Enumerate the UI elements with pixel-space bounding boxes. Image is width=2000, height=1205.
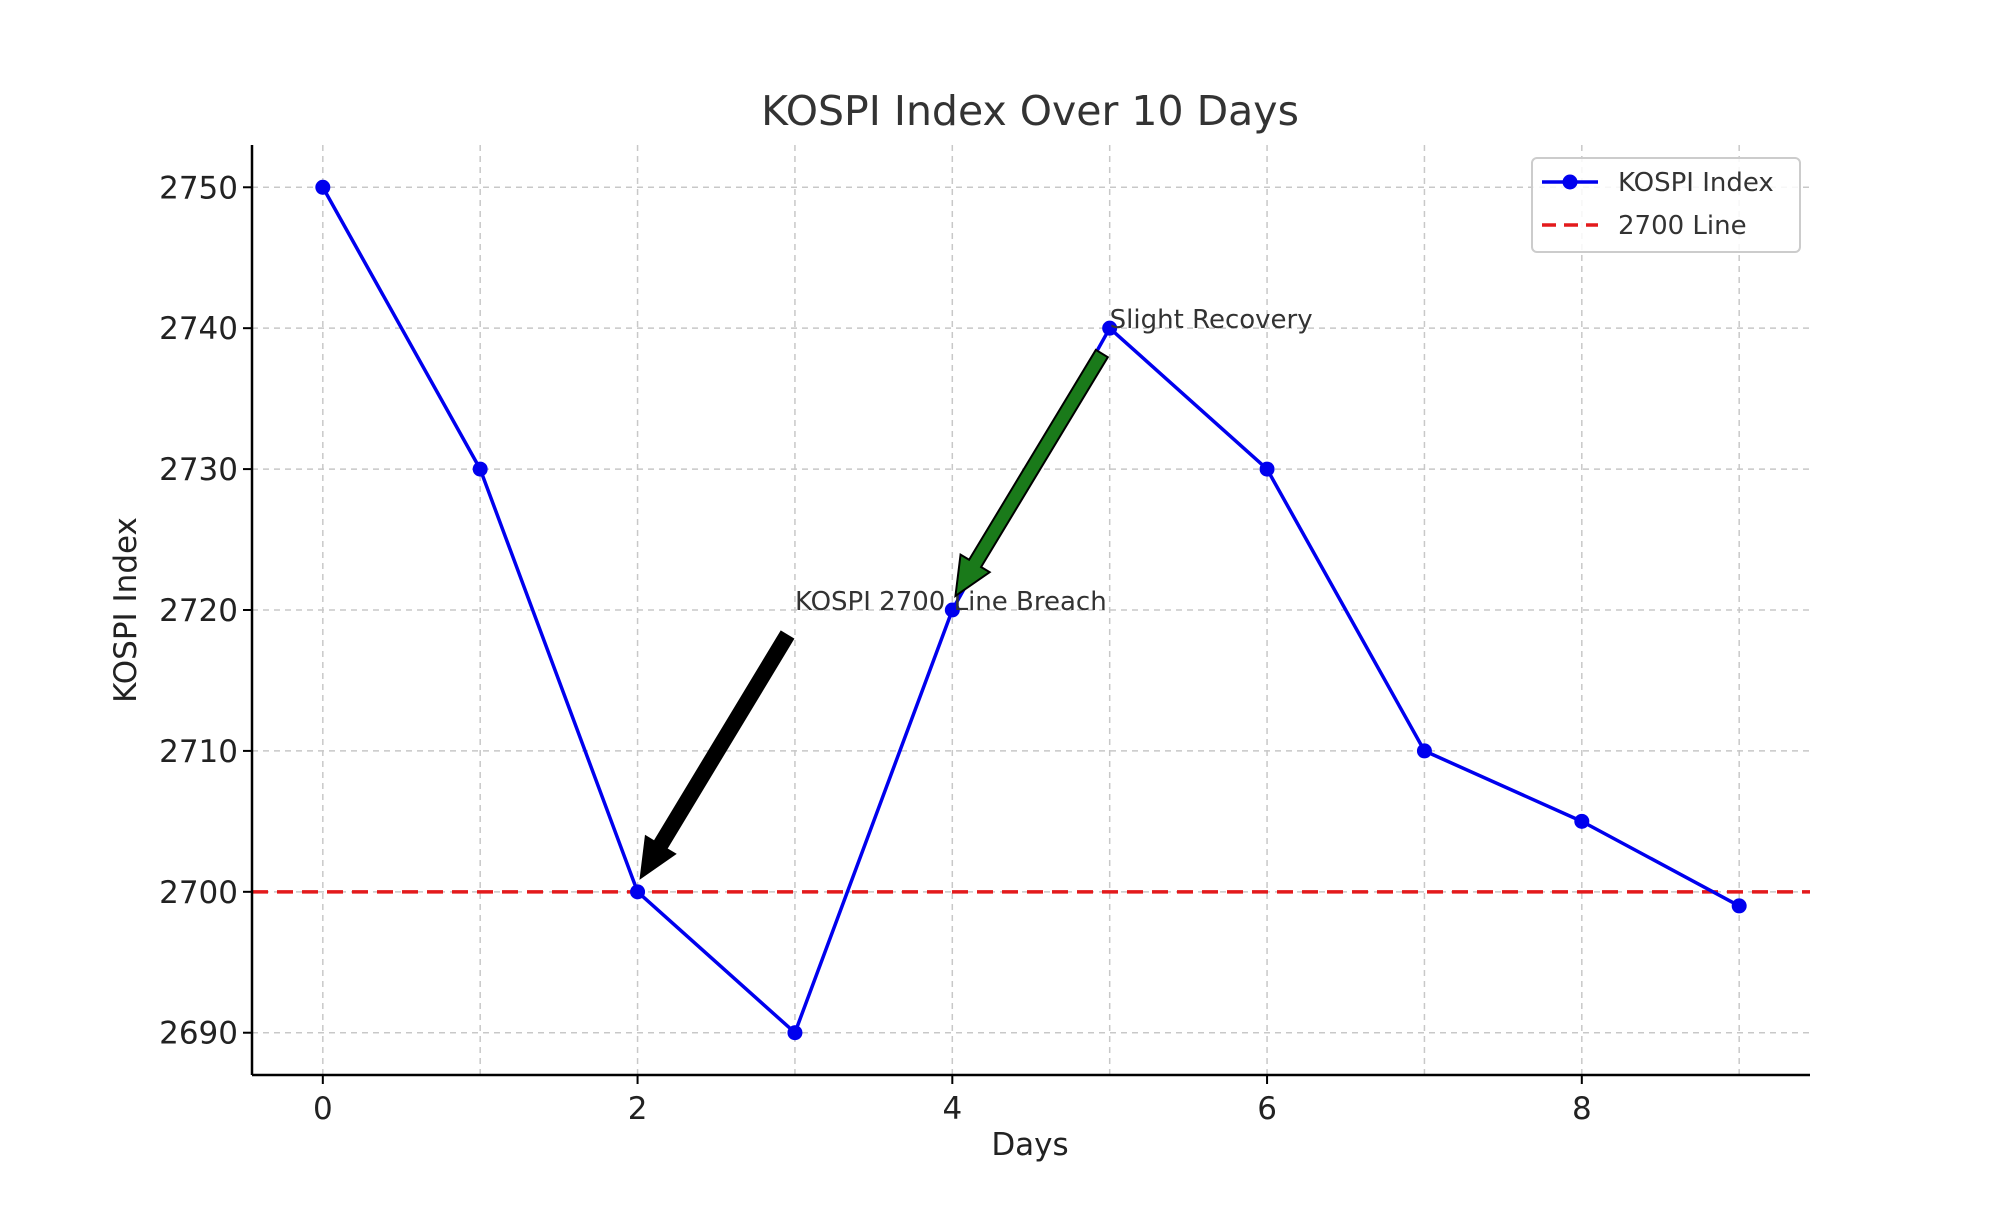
legend-label: KOSPI Index	[1618, 168, 1774, 198]
chart-title: KOSPI Index Over 10 Days	[761, 87, 1299, 135]
x-tick-label: 8	[1572, 1091, 1592, 1127]
legend-marker-kospi	[1562, 174, 1578, 190]
data-point	[630, 884, 646, 900]
data-point	[1731, 898, 1747, 914]
data-point	[1259, 461, 1275, 477]
data-point	[1102, 320, 1118, 336]
y-tick-label: 2720	[159, 593, 238, 629]
data-point	[1416, 743, 1432, 759]
data-point	[472, 461, 488, 477]
data-point	[1574, 813, 1590, 829]
axes-layer: 2690 2700 2710 2720 2730 2740 2750 0 2 4 6 8	[159, 145, 1810, 1127]
y-tick-label: 2690	[159, 1016, 238, 1052]
annotation-text: KOSPI 2700 Line Breach	[795, 587, 1107, 617]
y-tick-label: 2750	[159, 170, 238, 206]
data-point	[944, 602, 960, 618]
y-tick-label: 2710	[159, 734, 238, 770]
y-tick-label: 2730	[159, 452, 238, 488]
y-axis-label: KOSPI Index	[108, 517, 144, 703]
annotation-text: Slight Recovery	[1110, 305, 1313, 335]
annotation-arrow	[954, 348, 1110, 599]
x-axis-label: Days	[991, 1127, 1068, 1163]
annotation-layer: KOSPI 2700 Line Breach Slight Recovery	[639, 305, 1313, 880]
y-tick-label: 2740	[159, 311, 238, 347]
legend-label: 2700 Line	[1618, 211, 1747, 241]
x-tick-label: 0	[313, 1091, 333, 1127]
x-tick-label: 2	[628, 1091, 648, 1127]
legend: KOSPI Index 2700 Line	[1531, 157, 1801, 253]
data-point	[787, 1025, 803, 1041]
data-point	[315, 179, 331, 195]
x-tick-label: 6	[1257, 1091, 1277, 1127]
annotation-arrow	[639, 630, 795, 880]
y-tick-label: 2700	[159, 875, 238, 911]
x-tick-label: 4	[942, 1091, 962, 1127]
legend-box	[1531, 157, 1801, 253]
